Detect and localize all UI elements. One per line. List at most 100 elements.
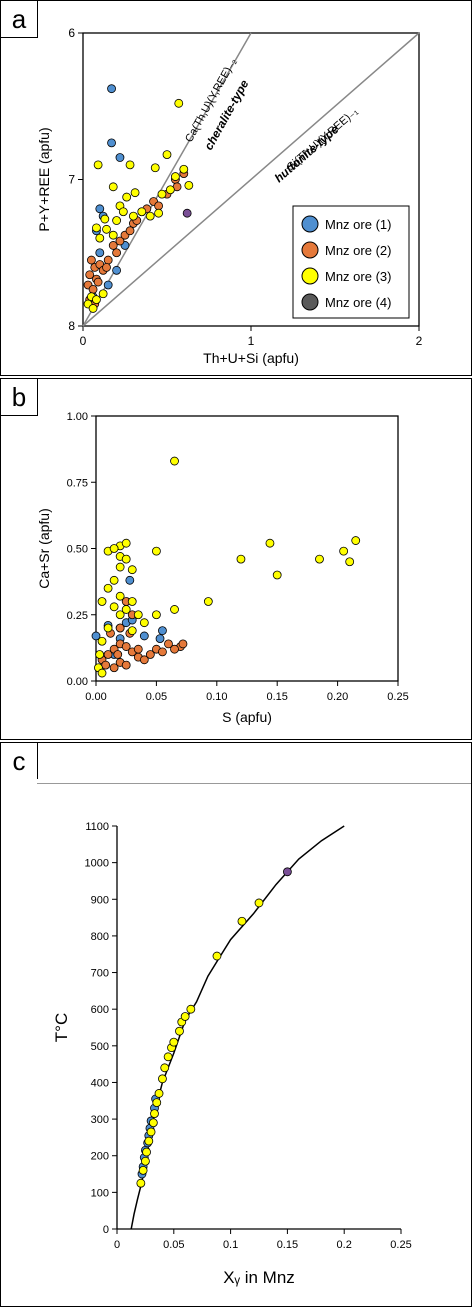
x-tick-label: 2	[416, 334, 423, 348]
panel-a-label: a	[1, 1, 38, 38]
y-tick-label: 700	[91, 968, 109, 980]
data-point	[100, 214, 110, 224]
panel-b-label: b	[1, 379, 38, 416]
data-point	[112, 216, 121, 225]
y-tick-label: 7	[68, 173, 75, 187]
data-point	[179, 164, 189, 174]
panel-c: c 0 0.05 0.1 0.15 0.2 0.25 0 100 200 300 400 500 600…	[0, 742, 472, 1307]
legend-label: Mnz ore (4)	[325, 295, 391, 310]
data-point	[170, 605, 179, 614]
data-point	[127, 565, 137, 575]
data-point	[115, 591, 125, 601]
x-tick-label: 0.15	[277, 1239, 298, 1251]
x-axis-label: S (apfu)	[222, 709, 272, 725]
legend-label: Mnz ore (3)	[325, 269, 391, 284]
data-point	[139, 618, 149, 628]
data-point	[108, 182, 118, 192]
data-point	[115, 153, 125, 162]
data-point	[142, 1147, 151, 1157]
data-point	[315, 554, 324, 564]
data-point	[122, 192, 132, 202]
data-point	[125, 575, 135, 585]
data-point	[121, 642, 131, 651]
data-point	[95, 650, 105, 659]
data-point	[145, 211, 155, 221]
data-point	[133, 644, 143, 654]
y-tick-label: 300	[91, 1114, 109, 1126]
data-point	[109, 602, 119, 612]
y-axis-label: Ca+Sr (apfu)	[36, 508, 52, 589]
data-point	[158, 626, 167, 636]
data-point	[157, 189, 167, 199]
data-point	[180, 1012, 190, 1021]
y-tick-label: 1000	[85, 858, 109, 870]
data-point	[107, 84, 116, 94]
data-point	[182, 208, 192, 218]
x-tick-label: 0.1	[223, 1239, 238, 1251]
chart-b: 0.00 0.05 0.10 0.15 0.20 0.25 0.00 0.25 0.50 0.75…	[36, 411, 409, 725]
data-point	[151, 546, 161, 556]
chart-c: 0 0.05 0.1 0.15 0.2 0.25 0 100 200 300 400 500 600 70…	[52, 821, 412, 1287]
data-point	[102, 262, 111, 272]
data-point	[237, 916, 247, 926]
x-tick-label: 0.05	[146, 691, 167, 703]
panel-b: b 0.00 0.05 0.10 0.15 0.20 0.25 0.00 0.25 0.50 0.…	[0, 378, 472, 740]
x-axis-label: Th+U+Si (apfu)	[203, 350, 299, 366]
y-axis-label: P+Y+REE (apfu)	[36, 127, 52, 231]
data-point	[88, 304, 98, 313]
data-point	[236, 554, 246, 564]
y-tick-label: 400	[91, 1077, 109, 1089]
data-point	[115, 562, 125, 572]
data-point	[162, 150, 172, 159]
data-point	[170, 172, 180, 181]
data-point	[154, 201, 164, 211]
y-axis-label: T°C	[52, 1013, 71, 1042]
x-tick-label: 0.20	[327, 691, 348, 703]
y-tick-label: 200	[91, 1151, 109, 1163]
y-tick-label: 0.50	[67, 544, 88, 556]
data-point	[160, 1063, 170, 1073]
data-point	[95, 248, 105, 258]
data-point	[128, 211, 138, 221]
data-point	[103, 255, 113, 265]
x-tick-label: 0.10	[206, 691, 227, 703]
data-point	[88, 284, 98, 294]
data-point	[150, 1109, 159, 1118]
data-point	[108, 230, 118, 240]
data-point	[113, 650, 123, 659]
y-tick-label: 500	[91, 1041, 109, 1053]
data-point	[103, 623, 113, 633]
data-point	[145, 650, 155, 659]
data-point	[107, 138, 116, 148]
data-point	[152, 1098, 162, 1108]
data-point	[148, 1118, 158, 1128]
data-point	[174, 98, 184, 108]
y-tick-label: 600	[91, 1004, 109, 1016]
data-point	[98, 289, 108, 299]
data-point	[85, 270, 95, 280]
x-tick-label: 0.05	[163, 1239, 184, 1251]
data-point	[115, 623, 125, 633]
data-point	[175, 1026, 184, 1036]
data-point	[112, 265, 121, 275]
data-point	[154, 1089, 164, 1098]
data-point	[121, 660, 131, 670]
legend-marker	[301, 215, 319, 233]
data-point	[95, 204, 105, 214]
data-point	[118, 207, 128, 217]
panel-a: a 0 1 2 6 7 8 Th+U+Si (apfu) P+Y+REE (apfu) Ca(T…	[0, 0, 472, 376]
data-point	[97, 636, 107, 646]
data-point	[87, 255, 96, 265]
y-tick-label: 0.25	[67, 610, 88, 622]
data-point	[178, 639, 188, 649]
data-point	[91, 631, 101, 641]
legend-label: Mnz ore (2)	[325, 243, 391, 258]
data-point	[121, 554, 131, 564]
data-point	[351, 536, 361, 545]
data-point	[144, 1136, 154, 1146]
x-tick-label: 0.00	[85, 691, 106, 703]
data-point	[282, 867, 292, 877]
y-tick-label: 8	[68, 319, 75, 333]
panel-c-divider	[37, 783, 471, 784]
data-point	[163, 1052, 173, 1062]
